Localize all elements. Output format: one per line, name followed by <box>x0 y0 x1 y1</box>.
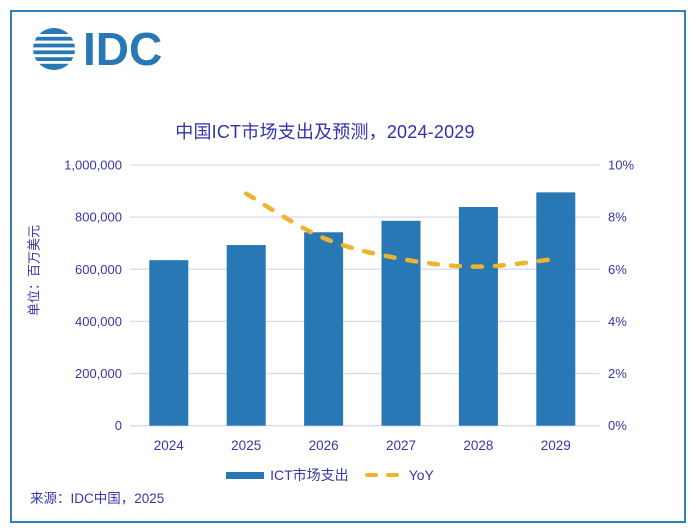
x-tick-label: 2025 <box>231 438 261 453</box>
y-right-tick-label: 10% <box>608 158 634 173</box>
y-left-tick-label: 200,000 <box>75 366 122 381</box>
source-note: 来源：IDC中国，2025 <box>30 491 165 506</box>
chart-legend: ICT市场支出 YoY <box>0 466 660 484</box>
y-left-tick-label: 1,000,000 <box>64 158 122 173</box>
legend-line-label: YoY <box>408 467 434 483</box>
idc-globe-icon <box>32 28 76 70</box>
bar-2026 <box>304 232 344 426</box>
chart-title: 中国ICT市场支出及预测，2024-2029 <box>175 122 475 142</box>
y-left-tick-label: 800,000 <box>75 210 122 225</box>
yoy-line <box>243 191 559 269</box>
idc-logo-text: IDC <box>83 23 163 75</box>
bar-2029 <box>536 192 576 426</box>
x-tick-label: 2029 <box>541 438 571 453</box>
bar-2027 <box>381 220 421 426</box>
legend-bar-swatch <box>226 471 265 479</box>
x-tick-label: 2027 <box>386 438 416 453</box>
bar-2028 <box>458 206 498 426</box>
y-right-tick-label: 6% <box>608 262 627 277</box>
legend-item-line: YoY <box>364 467 434 483</box>
y-left-tick-label: 400,000 <box>75 314 122 329</box>
y-right-tick-label: 4% <box>608 314 627 329</box>
y-right-tick-label: 0% <box>608 418 627 433</box>
legend-item-bar: ICT市场支出 <box>226 465 349 485</box>
x-tick-label: 2024 <box>154 438 185 453</box>
x-tick-label: 2028 <box>463 438 493 453</box>
bar-2024 <box>149 260 189 426</box>
x-tick-label: 2026 <box>309 438 339 453</box>
y-left-tick-label: 0 <box>115 418 122 433</box>
idc-logo: IDC <box>32 23 163 75</box>
y-right-tick-label: 8% <box>608 210 627 225</box>
bar-2025 <box>226 245 266 426</box>
y-right-tick-label: 2% <box>608 366 627 381</box>
legend-bar-label: ICT市场支出 <box>270 467 349 483</box>
legend-dash-icon <box>364 473 407 477</box>
y-left-tick-label: 600,000 <box>75 262 122 277</box>
